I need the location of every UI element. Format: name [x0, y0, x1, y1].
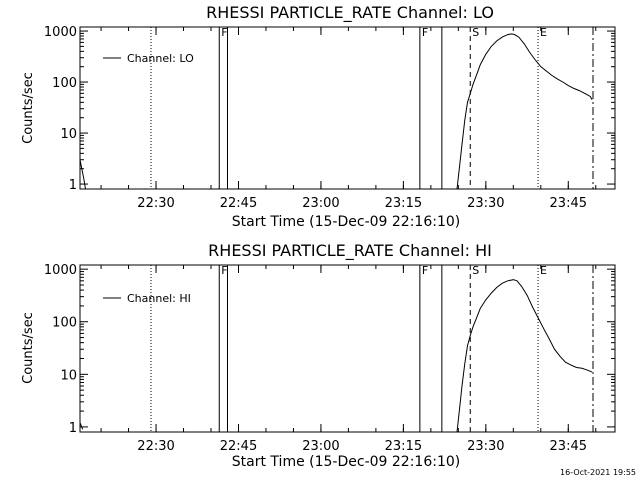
y-tick-label: 10	[60, 368, 77, 383]
x-tick-label: 23:45	[550, 196, 587, 211]
marker-label: F	[221, 264, 227, 277]
panel-lo-legend-label: Channel: LO	[127, 52, 194, 65]
x-tick-label: 22:45	[220, 196, 257, 211]
marker-label: E	[540, 26, 547, 39]
x-tick-label: 22:30	[137, 196, 174, 211]
marker-label: F	[221, 26, 227, 39]
series-line	[79, 422, 84, 430]
series-line	[79, 159, 86, 190]
panel-lo-x-axis: 22:30 22:45 23:00 23:15 23:30 23:45	[100, 27, 597, 211]
panel-hi-series	[79, 279, 593, 433]
panel-hi: RHESSI PARTICLE_RATE Channel: HI F F S E 22…	[21, 241, 616, 470]
y-tick-label: 1000	[44, 263, 77, 278]
marker-label: S	[472, 26, 479, 39]
marker-label: S	[472, 264, 479, 277]
x-tick-label: 23:00	[302, 439, 339, 454]
y-tick-label: 1	[69, 178, 77, 193]
panel-hi-x-axis-label: Start Time (15-Dec-09 22:16:10)	[232, 454, 460, 470]
x-tick-label: 23:15	[385, 196, 422, 211]
panel-hi-y-axis: 1 10 100 1000	[44, 263, 615, 436]
panel-lo-title: RHESSI PARTICLE_RATE Channel: LO	[206, 3, 494, 23]
panel-hi-legend: Channel: HI	[103, 292, 191, 305]
x-tick-label: 23:45	[550, 439, 587, 454]
y-tick-label: 10	[60, 127, 77, 142]
panel-hi-y-axis-label: Counts/sec	[21, 312, 36, 384]
y-tick-label: 100	[52, 316, 77, 331]
marker-label: F	[422, 264, 428, 277]
panel-hi-x-axis: 22:30 22:45 23:00 23:15 23:30 23:45	[100, 265, 597, 454]
y-tick-label: 1000	[44, 25, 77, 40]
panel-lo-y-axis: 1 10 100 1000	[44, 25, 615, 193]
x-tick-label: 22:30	[137, 439, 174, 454]
panel-hi-legend-label: Channel: HI	[127, 292, 191, 305]
x-tick-label: 22:45	[220, 439, 257, 454]
y-tick-label: 1	[69, 421, 77, 436]
x-tick-label: 23:15	[385, 439, 422, 454]
panel-hi-title: RHESSI PARTICLE_RATE Channel: HI	[208, 241, 492, 261]
series-line	[456, 33, 593, 190]
panel-hi-plot-frame	[79, 264, 616, 433]
x-tick-label: 23:30	[467, 196, 504, 211]
generation-timestamp: 16-Oct-2021 19:55	[560, 468, 636, 477]
x-tick-label: 23:30	[467, 439, 504, 454]
panel-lo-legend: Channel: LO	[103, 52, 194, 65]
panel-lo-y-axis-label: Counts/sec	[21, 72, 36, 144]
marker-label: E	[540, 264, 547, 277]
panel-lo-x-axis-label: Start Time (15-Dec-09 22:16:10)	[232, 214, 460, 230]
marker-label: F	[422, 26, 428, 39]
x-tick-label: 23:00	[302, 196, 339, 211]
y-tick-label: 100	[52, 76, 77, 91]
panel-lo-plot-frame	[79, 26, 616, 190]
panel-lo: RHESSI PARTICLE_RATE Channel: LO F F S E 22…	[21, 3, 616, 230]
series-line	[456, 279, 593, 433]
